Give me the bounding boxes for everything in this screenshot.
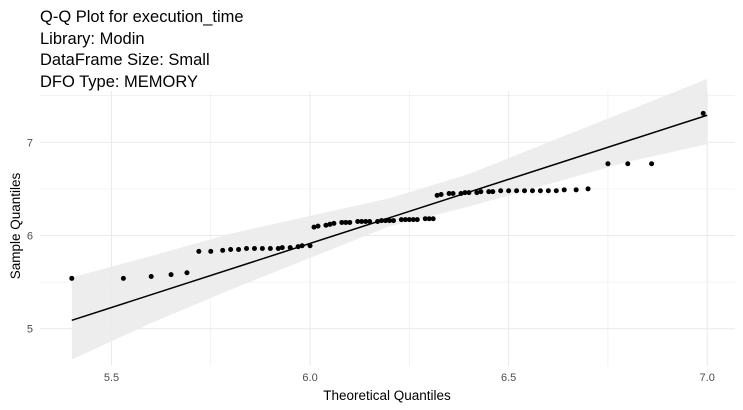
- data-point: [390, 218, 396, 224]
- data-point: [426, 216, 432, 222]
- data-point: [196, 248, 202, 254]
- y-tick-label: 5: [27, 324, 33, 336]
- data-point: [545, 188, 551, 194]
- data-point: [434, 192, 440, 198]
- y-axis-title: Sample Quantiles: [8, 172, 23, 279]
- y-tick-labels: 5 6 7: [27, 137, 33, 335]
- data-point: [625, 161, 631, 167]
- data-point: [279, 245, 285, 251]
- data-point: [649, 161, 655, 167]
- data-point: [299, 243, 305, 249]
- data-point: [573, 187, 579, 193]
- x-tick-label: 5.5: [104, 372, 119, 384]
- data-point: [208, 248, 214, 254]
- data-point: [69, 275, 75, 281]
- data-point: [410, 217, 416, 223]
- x-tick-label: 6.5: [501, 372, 516, 384]
- data-point: [438, 191, 444, 197]
- data-point: [363, 219, 369, 225]
- chart-title-line: Q-Q Plot for execution_time: [40, 8, 244, 26]
- data-point: [553, 188, 559, 194]
- data-point: [458, 191, 464, 197]
- data-point: [406, 217, 412, 223]
- x-tick-labels: 5.5 6.0 6.5 7.0: [104, 372, 715, 384]
- y-tick-label: 7: [27, 137, 33, 149]
- data-point: [529, 188, 535, 194]
- data-point: [430, 216, 436, 222]
- data-point: [422, 216, 428, 222]
- data-point: [446, 191, 452, 197]
- data-point: [359, 219, 365, 225]
- data-point: [148, 274, 154, 280]
- x-axis-title: Theoretical Quantiles: [323, 388, 451, 403]
- data-point: [339, 219, 345, 225]
- data-point: [474, 190, 480, 196]
- data-point: [386, 218, 392, 224]
- data-point: [315, 223, 321, 229]
- data-point: [383, 218, 389, 224]
- data-point: [486, 189, 492, 195]
- data-point: [168, 272, 174, 278]
- x-tick-label: 6.0: [302, 372, 317, 384]
- data-point: [275, 246, 281, 252]
- y-tick-label: 6: [27, 230, 33, 242]
- data-point: [414, 217, 420, 223]
- data-point: [537, 188, 543, 194]
- data-point: [251, 246, 257, 252]
- data-point: [323, 222, 329, 228]
- data-point: [506, 188, 512, 194]
- data-point: [462, 190, 468, 196]
- data-point: [498, 188, 504, 194]
- chart-subtitle-dfo-type: DFO Type: MEMORY: [40, 72, 199, 91]
- data-point: [120, 275, 126, 281]
- data-point: [327, 221, 333, 227]
- data-point: [450, 191, 456, 197]
- chart-title: Q-Q Plot for execution_time Library: Mod…: [40, 7, 244, 93]
- data-point: [398, 217, 404, 223]
- data-point: [355, 219, 361, 225]
- data-point: [220, 247, 226, 253]
- data-point: [259, 246, 265, 252]
- data-point: [228, 246, 234, 252]
- data-point: [331, 220, 337, 226]
- data-point: [184, 270, 190, 276]
- data-point: [478, 189, 484, 195]
- data-point: [367, 219, 373, 225]
- data-point: [466, 190, 472, 196]
- reference-line: [71, 114, 708, 322]
- data-point: [267, 246, 273, 252]
- x-tick-label: 7.0: [700, 372, 715, 384]
- data-point: [585, 186, 591, 192]
- data-point: [343, 219, 349, 225]
- data-point: [402, 217, 408, 223]
- data-point: [379, 218, 385, 224]
- data-point: [605, 161, 611, 167]
- data-point: [522, 188, 528, 194]
- data-point: [490, 189, 496, 195]
- chart-subtitle-library: Library: Modin: [40, 29, 145, 48]
- data-point: [514, 188, 520, 194]
- data-point: [244, 246, 250, 252]
- data-point: [311, 224, 317, 230]
- data-point: [347, 219, 353, 225]
- points-layer: [69, 110, 706, 281]
- data-point: [700, 110, 706, 116]
- data-point: [375, 219, 381, 225]
- data-point: [307, 243, 313, 249]
- data-point: [236, 246, 242, 252]
- chart-subtitle-size: DataFrame Size: Small: [40, 51, 210, 69]
- data-point: [561, 187, 567, 193]
- data-point: [295, 244, 301, 250]
- data-point: [287, 245, 293, 251]
